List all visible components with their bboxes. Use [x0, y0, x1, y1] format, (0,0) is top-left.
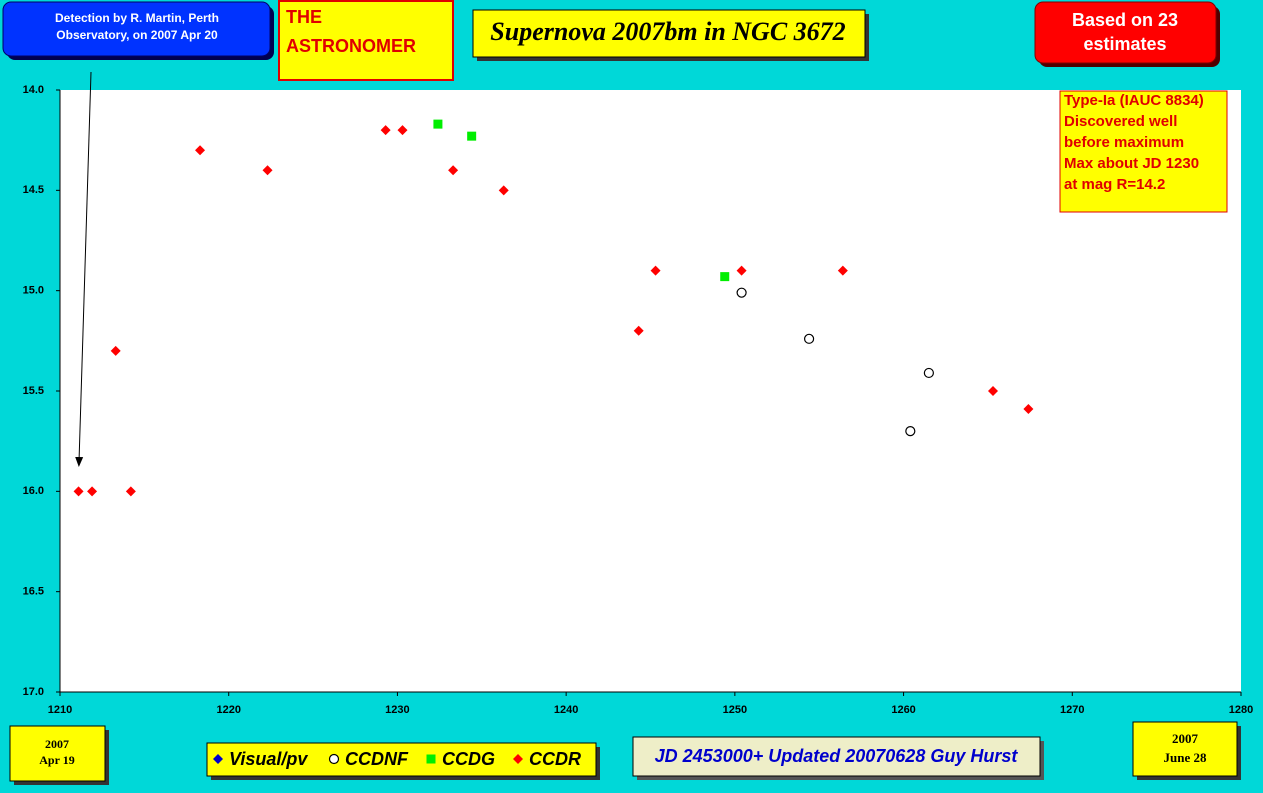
point [110, 345, 121, 356]
start-box [9, 725, 106, 782]
x-tick-label: 1280 [1229, 704, 1253, 716]
detection-note: Observatory, on 2007 Apr 20 [56, 28, 218, 42]
point [125, 486, 136, 497]
x-tick-label: 1270 [1060, 704, 1084, 716]
point [633, 325, 644, 336]
annotation-line: Max about JD 1230 [1064, 155, 1199, 172]
y-tick-label: 16.5 [23, 586, 44, 598]
detection-box [2, 1, 271, 57]
legend-label: CCDG [442, 749, 495, 769]
title-box [472, 9, 866, 58]
annotation-box [1059, 90, 1228, 213]
point [195, 145, 206, 156]
chart-title: Supernova 2007bm in NGC 3672 [490, 17, 845, 46]
end-box [1132, 721, 1238, 777]
annotation-line: before maximum [1064, 134, 1184, 151]
annotation-line: Type-Ia (IAUC 8834) [1064, 92, 1204, 109]
point [1023, 404, 1034, 415]
y-tick-label: 14.0 [23, 84, 44, 96]
point [837, 265, 848, 276]
point [467, 131, 477, 141]
point [262, 165, 273, 176]
point [650, 265, 661, 276]
legend-label: CCDNF [345, 749, 409, 769]
y-tick-label: 16.0 [23, 485, 44, 497]
publisher: ASTRONOMER [286, 36, 416, 56]
estimates-note: Based on 23 [1072, 10, 1178, 30]
legend-box [206, 742, 597, 777]
x-tick-label: 1240 [554, 704, 578, 716]
point [923, 367, 934, 379]
estimates-box [1034, 1, 1217, 64]
annotation-line: Discovered well [1064, 113, 1177, 130]
x-tick-label: 1260 [891, 704, 915, 716]
arrow [75, 71, 92, 467]
start-label: Apr 19 [39, 753, 74, 767]
end-label: 2007 [1172, 731, 1199, 746]
point [736, 287, 747, 298]
legend-marker [213, 754, 223, 764]
legend-marker [513, 754, 523, 764]
y-tick-label: 14.5 [23, 184, 44, 196]
x-tick-label: 1210 [48, 704, 72, 716]
annotation-line: at mag R=14.2 [1064, 176, 1165, 193]
x-tick-label: 1230 [385, 704, 409, 716]
estimates-note: estimates [1083, 34, 1166, 54]
point [905, 426, 916, 437]
point [73, 486, 84, 497]
point [803, 333, 815, 344]
legend-label: CCDR [529, 749, 581, 769]
x-tick-label: 1220 [216, 704, 240, 716]
point [498, 185, 509, 196]
point [87, 486, 98, 497]
point [448, 165, 459, 176]
point [380, 125, 391, 136]
detection-note: Detection by R. Martin, Perth [55, 11, 219, 25]
point [736, 265, 747, 276]
point [720, 272, 730, 282]
publisher-box [278, 0, 454, 81]
y-tick-label: 17.0 [23, 686, 44, 698]
footer-box [632, 736, 1041, 777]
legend-marker [426, 754, 436, 764]
end-label: June 28 [1164, 750, 1207, 765]
plot-area [60, 90, 1241, 692]
annotation: Type-Ia (IAUC 8834) Discovered well before… [1064, 92, 1204, 193]
legend-label: Visual/pv [229, 749, 308, 769]
point [433, 119, 443, 129]
legend-marker [328, 753, 340, 765]
y-tick-label: 15.0 [23, 285, 44, 297]
start-label: 2007 [45, 737, 69, 751]
point [987, 386, 998, 396]
x-tick-label: 1250 [723, 704, 747, 716]
footer: JD 2453000+ Updated 20070628 Guy Hurst [655, 746, 1019, 766]
point [397, 125, 408, 136]
y-tick-label: 15.5 [23, 385, 44, 397]
publisher: THE [286, 7, 322, 27]
